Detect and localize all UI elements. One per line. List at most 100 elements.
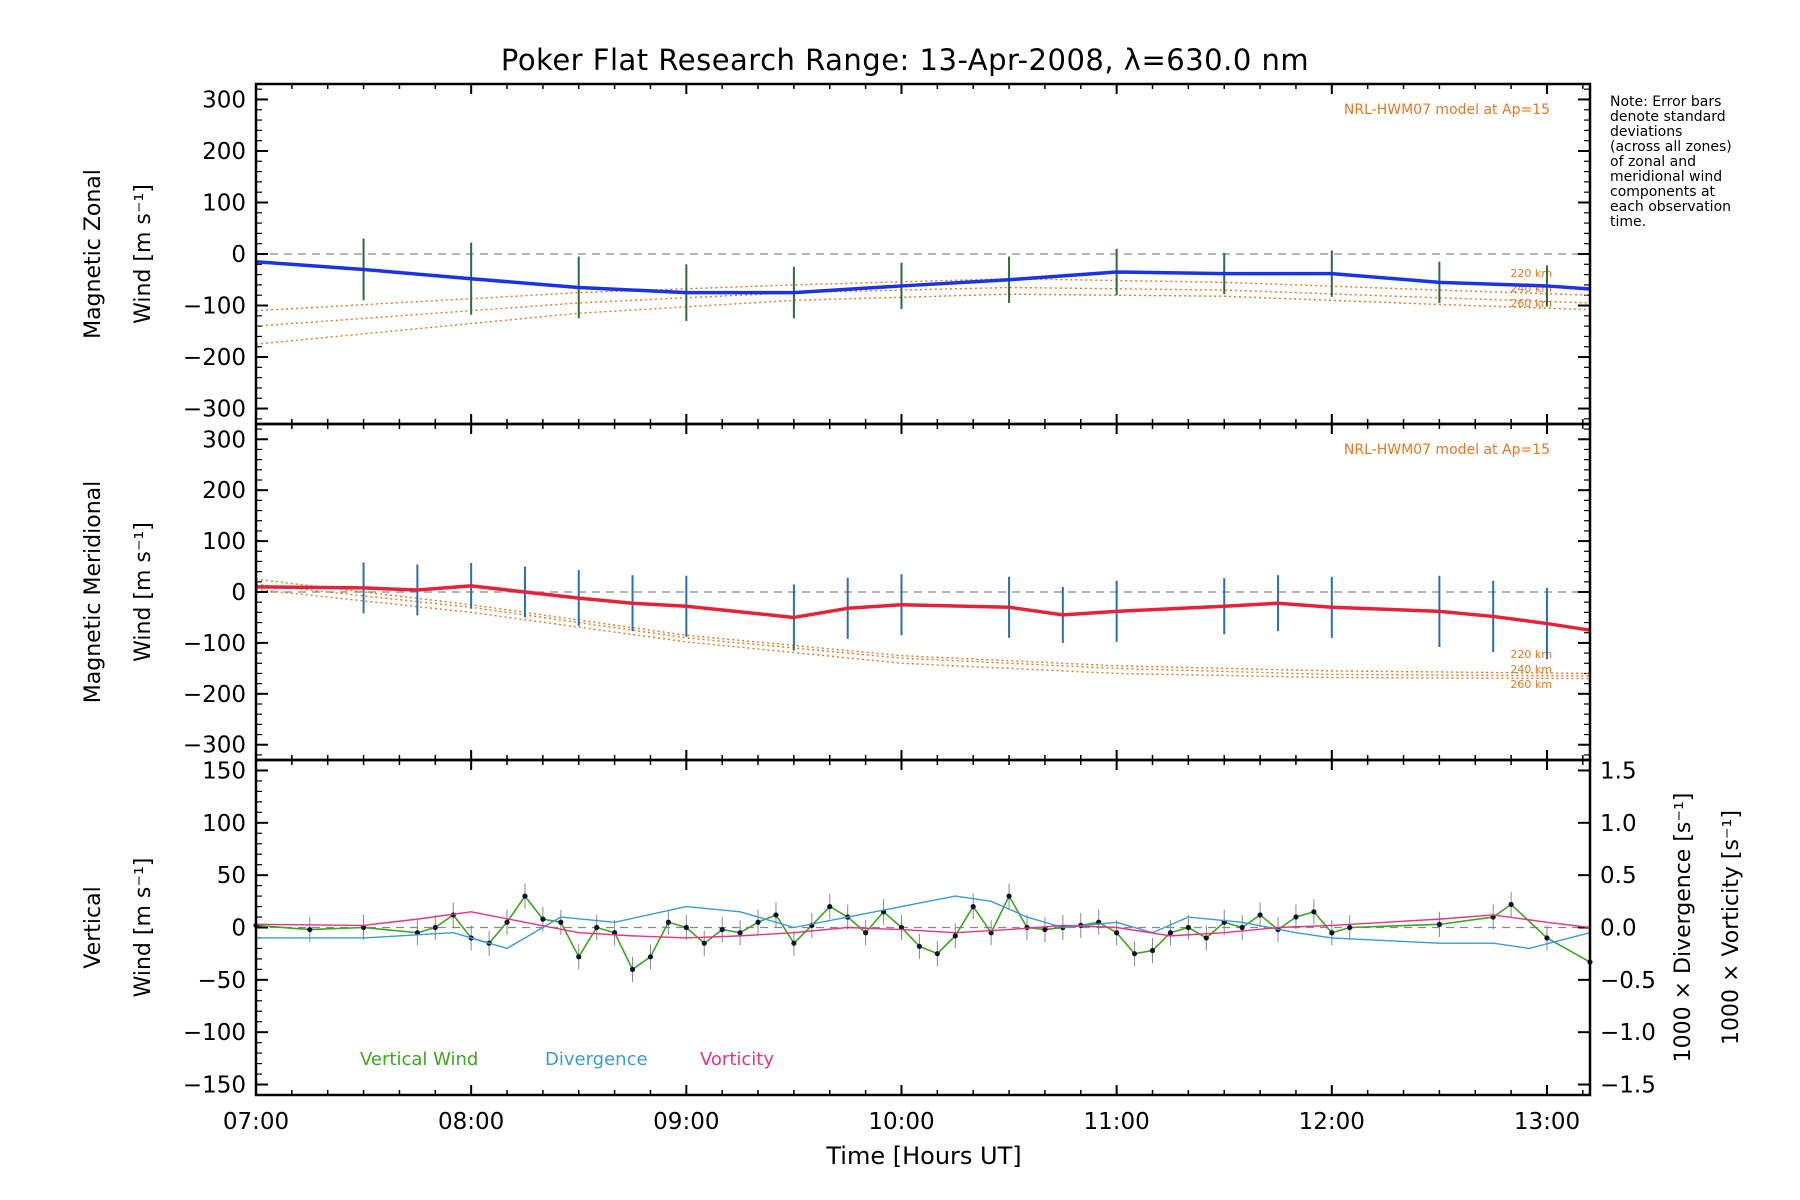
note-line: denote standard bbox=[1610, 109, 1726, 125]
y-axis-title: Wind [m s⁻¹] bbox=[131, 858, 156, 998]
data-point bbox=[1114, 930, 1120, 936]
data-point bbox=[414, 930, 420, 936]
note-line: Note: Error bars bbox=[1610, 94, 1721, 110]
note-line: (across all zones) bbox=[1610, 139, 1732, 155]
y-tick-label: 100 bbox=[202, 529, 246, 555]
x-tick-label: 10:00 bbox=[868, 1109, 934, 1135]
data-point bbox=[504, 919, 510, 925]
y-tick-label: −300 bbox=[183, 397, 246, 423]
model-altitude-label: 240 km bbox=[1510, 663, 1552, 676]
data-point bbox=[827, 903, 833, 910]
legend-label: Vorticity bbox=[700, 1049, 774, 1070]
y-tick-label: −200 bbox=[183, 345, 246, 371]
data-point bbox=[898, 924, 905, 931]
note-line: deviations bbox=[1610, 124, 1682, 140]
y-tick-label: −200 bbox=[183, 682, 246, 708]
y-tick-label: −50 bbox=[197, 968, 246, 994]
data-point bbox=[307, 926, 313, 933]
model-line bbox=[255, 286, 1591, 327]
data-point bbox=[522, 893, 528, 899]
y-tick-label: −150 bbox=[183, 1073, 246, 1099]
data-point bbox=[916, 943, 923, 949]
model-altitude-label: 220 km bbox=[1510, 648, 1552, 661]
y-tick-label: 200 bbox=[202, 139, 246, 165]
series-line bbox=[255, 259, 1591, 295]
x-tick-label: 09:00 bbox=[653, 1109, 719, 1135]
data-point bbox=[737, 930, 743, 936]
series-line bbox=[255, 584, 1591, 632]
y2-tick-label: 1.0 bbox=[1600, 811, 1637, 837]
series-line bbox=[255, 895, 1591, 971]
data-point bbox=[1042, 926, 1048, 933]
data-point bbox=[934, 951, 940, 957]
plot-frame bbox=[254, 758, 1592, 1097]
data-point bbox=[1185, 924, 1191, 931]
y-tick-label: 150 bbox=[202, 758, 246, 784]
model-line bbox=[255, 583, 1591, 677]
data-point bbox=[1329, 930, 1335, 936]
data-point bbox=[612, 930, 618, 936]
data-point bbox=[1544, 935, 1550, 941]
y-axis-title: Wind [m s⁻¹] bbox=[131, 522, 156, 662]
x-tick-label: 13:00 bbox=[1514, 1109, 1580, 1135]
y-tick-label: −100 bbox=[183, 1020, 246, 1046]
y-tick-label: 0 bbox=[231, 916, 246, 942]
data-point bbox=[1167, 930, 1174, 936]
data-point bbox=[988, 930, 994, 936]
model-line bbox=[255, 293, 1591, 345]
data-point bbox=[1293, 914, 1299, 920]
y-tick-label: 200 bbox=[202, 478, 246, 504]
data-point bbox=[719, 926, 725, 933]
model-line bbox=[255, 588, 1591, 680]
y2-axis-title-divergence: 1000 × Divergence [s⁻¹] bbox=[1671, 793, 1696, 1063]
data-point bbox=[1311, 909, 1317, 915]
data-point bbox=[1006, 893, 1012, 899]
legend-label: Divergence bbox=[545, 1049, 648, 1070]
note-line: each observation bbox=[1610, 199, 1731, 215]
model-label: NRL-HWM07 model at Ap=15 bbox=[1344, 442, 1550, 458]
data-point bbox=[558, 919, 564, 925]
data-point bbox=[1239, 924, 1245, 931]
data-point bbox=[432, 924, 438, 931]
model-altitude-label: 260 km bbox=[1510, 678, 1552, 691]
model-altitude-label: 220 km bbox=[1510, 267, 1552, 280]
data-point bbox=[1131, 951, 1138, 957]
y-tick-label: 50 bbox=[217, 863, 246, 889]
data-point bbox=[594, 924, 600, 931]
y-tick-label: 100 bbox=[202, 811, 246, 837]
data-point bbox=[1149, 947, 1156, 954]
y2-tick-label: 0.0 bbox=[1600, 916, 1637, 942]
panel-meridional: 300 200 100 0 −100 −200 −300 NRL-HWM07 model at… bbox=[81, 422, 1592, 762]
data-point bbox=[1436, 921, 1442, 927]
y-tick-label: 100 bbox=[202, 190, 246, 216]
data-point bbox=[540, 916, 546, 922]
note-line: components at bbox=[1610, 184, 1716, 200]
data-point bbox=[665, 919, 671, 925]
x-axis-title: Time [Hours UT] bbox=[825, 1142, 1021, 1170]
x-tick-label: 08:00 bbox=[438, 1109, 504, 1135]
x-tick-label: 12:00 bbox=[1299, 1109, 1365, 1135]
data-point bbox=[773, 912, 779, 918]
note-line: of zonal and bbox=[1610, 154, 1696, 170]
chart-title: Poker Flat Research Range: 13-Apr-2008, … bbox=[501, 43, 1309, 77]
data-point bbox=[647, 954, 654, 960]
legend-label: Vertical Wind bbox=[360, 1049, 478, 1070]
data-point bbox=[863, 930, 869, 936]
model-label: NRL-HWM07 model at Ap=15 bbox=[1344, 102, 1550, 118]
y2-tick-label: 0.5 bbox=[1600, 863, 1637, 889]
y-tick-label: 0 bbox=[231, 580, 246, 606]
y-tick-label: −100 bbox=[183, 294, 246, 320]
y2-tick-label: −1.5 bbox=[1600, 1073, 1656, 1099]
note-line: time. bbox=[1610, 214, 1646, 230]
y-tick-label: −300 bbox=[183, 733, 246, 759]
data-point bbox=[1508, 901, 1514, 908]
data-point bbox=[952, 933, 958, 939]
data-point bbox=[1203, 935, 1209, 941]
data-point bbox=[701, 940, 707, 946]
note-line: meridional wind bbox=[1610, 169, 1722, 185]
series-line bbox=[255, 911, 1591, 939]
y-axis-title: Magnetic Zonal bbox=[81, 169, 106, 339]
y2-tick-label: 1.5 bbox=[1600, 758, 1637, 784]
